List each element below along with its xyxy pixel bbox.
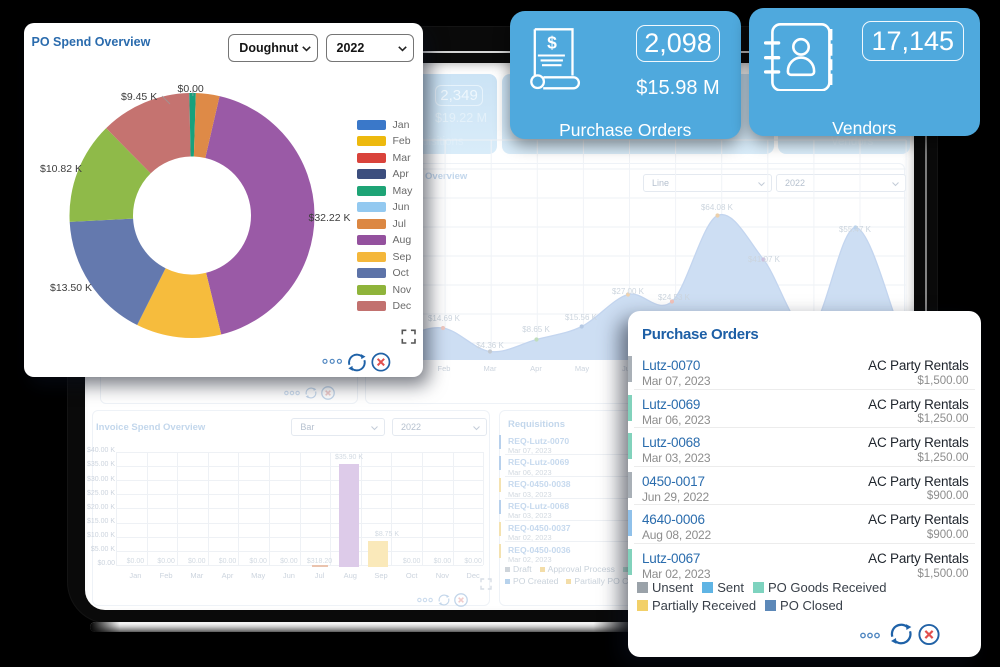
svg-text:$: $ (547, 32, 557, 52)
